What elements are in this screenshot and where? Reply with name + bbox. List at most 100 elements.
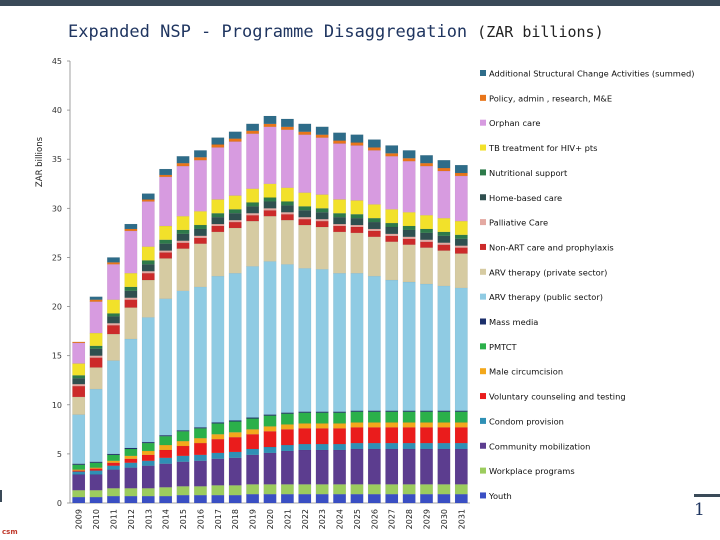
bar-segment — [385, 448, 399, 485]
x-tick-label: 2026 — [370, 509, 379, 529]
bar-segment — [211, 231, 225, 277]
bar-segment — [107, 469, 120, 489]
bar-segment — [437, 160, 451, 169]
bar-segment — [72, 471, 86, 475]
bar-segment — [263, 414, 277, 416]
bar-segment — [246, 448, 260, 456]
y-tick-label: 10 — [52, 401, 62, 410]
bar-segment — [454, 422, 468, 428]
legend-swatch — [480, 268, 486, 275]
y-tick-label: 0 — [57, 499, 62, 508]
bar-segment — [89, 348, 103, 356]
bar-segment — [263, 494, 277, 504]
bar-segment — [367, 236, 381, 277]
bar-segment — [72, 396, 86, 415]
bar-segment — [437, 235, 451, 243]
legend-label: Orphan care — [489, 118, 540, 128]
bar-segment — [385, 153, 399, 157]
bar-segment — [72, 414, 86, 464]
y-tick-label: 40 — [52, 106, 62, 115]
bar-segment — [367, 218, 381, 223]
legend-swatch — [480, 343, 486, 350]
legend-label: Voluntary counseling and testing — [489, 392, 626, 402]
bar-segment — [159, 258, 173, 299]
bar-segment — [437, 231, 451, 236]
bar-segment — [420, 241, 433, 248]
bar-segment — [141, 460, 155, 466]
bar-segment — [315, 226, 329, 270]
bar-segment — [437, 218, 451, 233]
bar-segment — [141, 271, 155, 274]
bar-segment — [367, 228, 381, 232]
legend-swatch — [480, 293, 486, 300]
legend-swatch — [480, 70, 486, 76]
bar-segment — [350, 218, 364, 226]
bar-segment — [385, 427, 399, 444]
legend-swatch — [480, 243, 486, 250]
x-tick-label: 2016 — [196, 509, 205, 529]
x-tick-label: 2020 — [266, 509, 275, 529]
bar-segment — [454, 427, 468, 444]
bar-segment — [333, 225, 346, 233]
bar-segment — [454, 245, 468, 248]
bar-segment — [385, 209, 399, 224]
bar-segment — [454, 484, 468, 495]
bar-segment — [420, 484, 433, 495]
bar-segment — [263, 123, 277, 127]
bar-segment — [246, 429, 260, 435]
bar-segment — [280, 214, 294, 221]
bar-segment — [420, 232, 433, 240]
bar-segment — [89, 388, 103, 462]
bar-segment — [141, 442, 155, 452]
legend-label: Policy, admin , research, M&E — [489, 93, 612, 103]
bar-segment — [280, 201, 294, 206]
y-tick-label: 30 — [52, 204, 62, 213]
bar-segment — [333, 273, 346, 412]
bar-segment — [141, 495, 155, 504]
bar-segment — [89, 299, 103, 302]
bar-segment — [420, 448, 433, 485]
legend-swatch — [480, 219, 486, 226]
bar-segment — [437, 411, 451, 423]
bar-segment — [350, 273, 364, 411]
bar-segment — [228, 221, 242, 229]
bar-segment — [246, 215, 260, 222]
bar-segment — [420, 165, 433, 216]
bar-segment — [159, 463, 173, 488]
bar-segment — [141, 201, 155, 247]
bar-segment — [402, 161, 416, 213]
bar-segment — [367, 422, 381, 428]
bar-segment — [385, 145, 399, 154]
bar-segment — [194, 157, 207, 161]
bar-segment — [107, 460, 120, 463]
bar-segment — [89, 467, 103, 469]
bar-segment — [228, 195, 242, 210]
bar-segment — [315, 494, 329, 504]
bar-segment — [454, 164, 468, 174]
bar-segment — [263, 210, 277, 217]
bar-segment — [72, 490, 86, 498]
bar-segment — [246, 202, 260, 207]
bar-segment — [420, 239, 433, 242]
bar-segment — [280, 129, 294, 188]
bar-segment — [315, 449, 329, 485]
bar-segment — [280, 205, 294, 213]
legend-label: PMTCT — [489, 342, 518, 352]
bar-segment — [194, 235, 207, 238]
bar-segment — [211, 452, 225, 459]
bar-segment — [107, 495, 120, 504]
logo: csm — [2, 528, 18, 536]
bar-segment — [402, 244, 416, 283]
bar-segment — [246, 418, 260, 430]
bar-segment — [385, 442, 399, 450]
bar-segment — [420, 283, 433, 411]
bar-segment — [298, 224, 312, 269]
bar-segment — [176, 216, 190, 231]
x-tick-label: 2029 — [423, 509, 432, 529]
page-number: 1 — [694, 500, 705, 520]
bar-segment — [194, 442, 207, 456]
bar-segment — [107, 462, 120, 466]
bar-segment — [159, 495, 173, 504]
legend-label: Mass media — [489, 317, 538, 327]
bar-segment — [124, 297, 138, 300]
